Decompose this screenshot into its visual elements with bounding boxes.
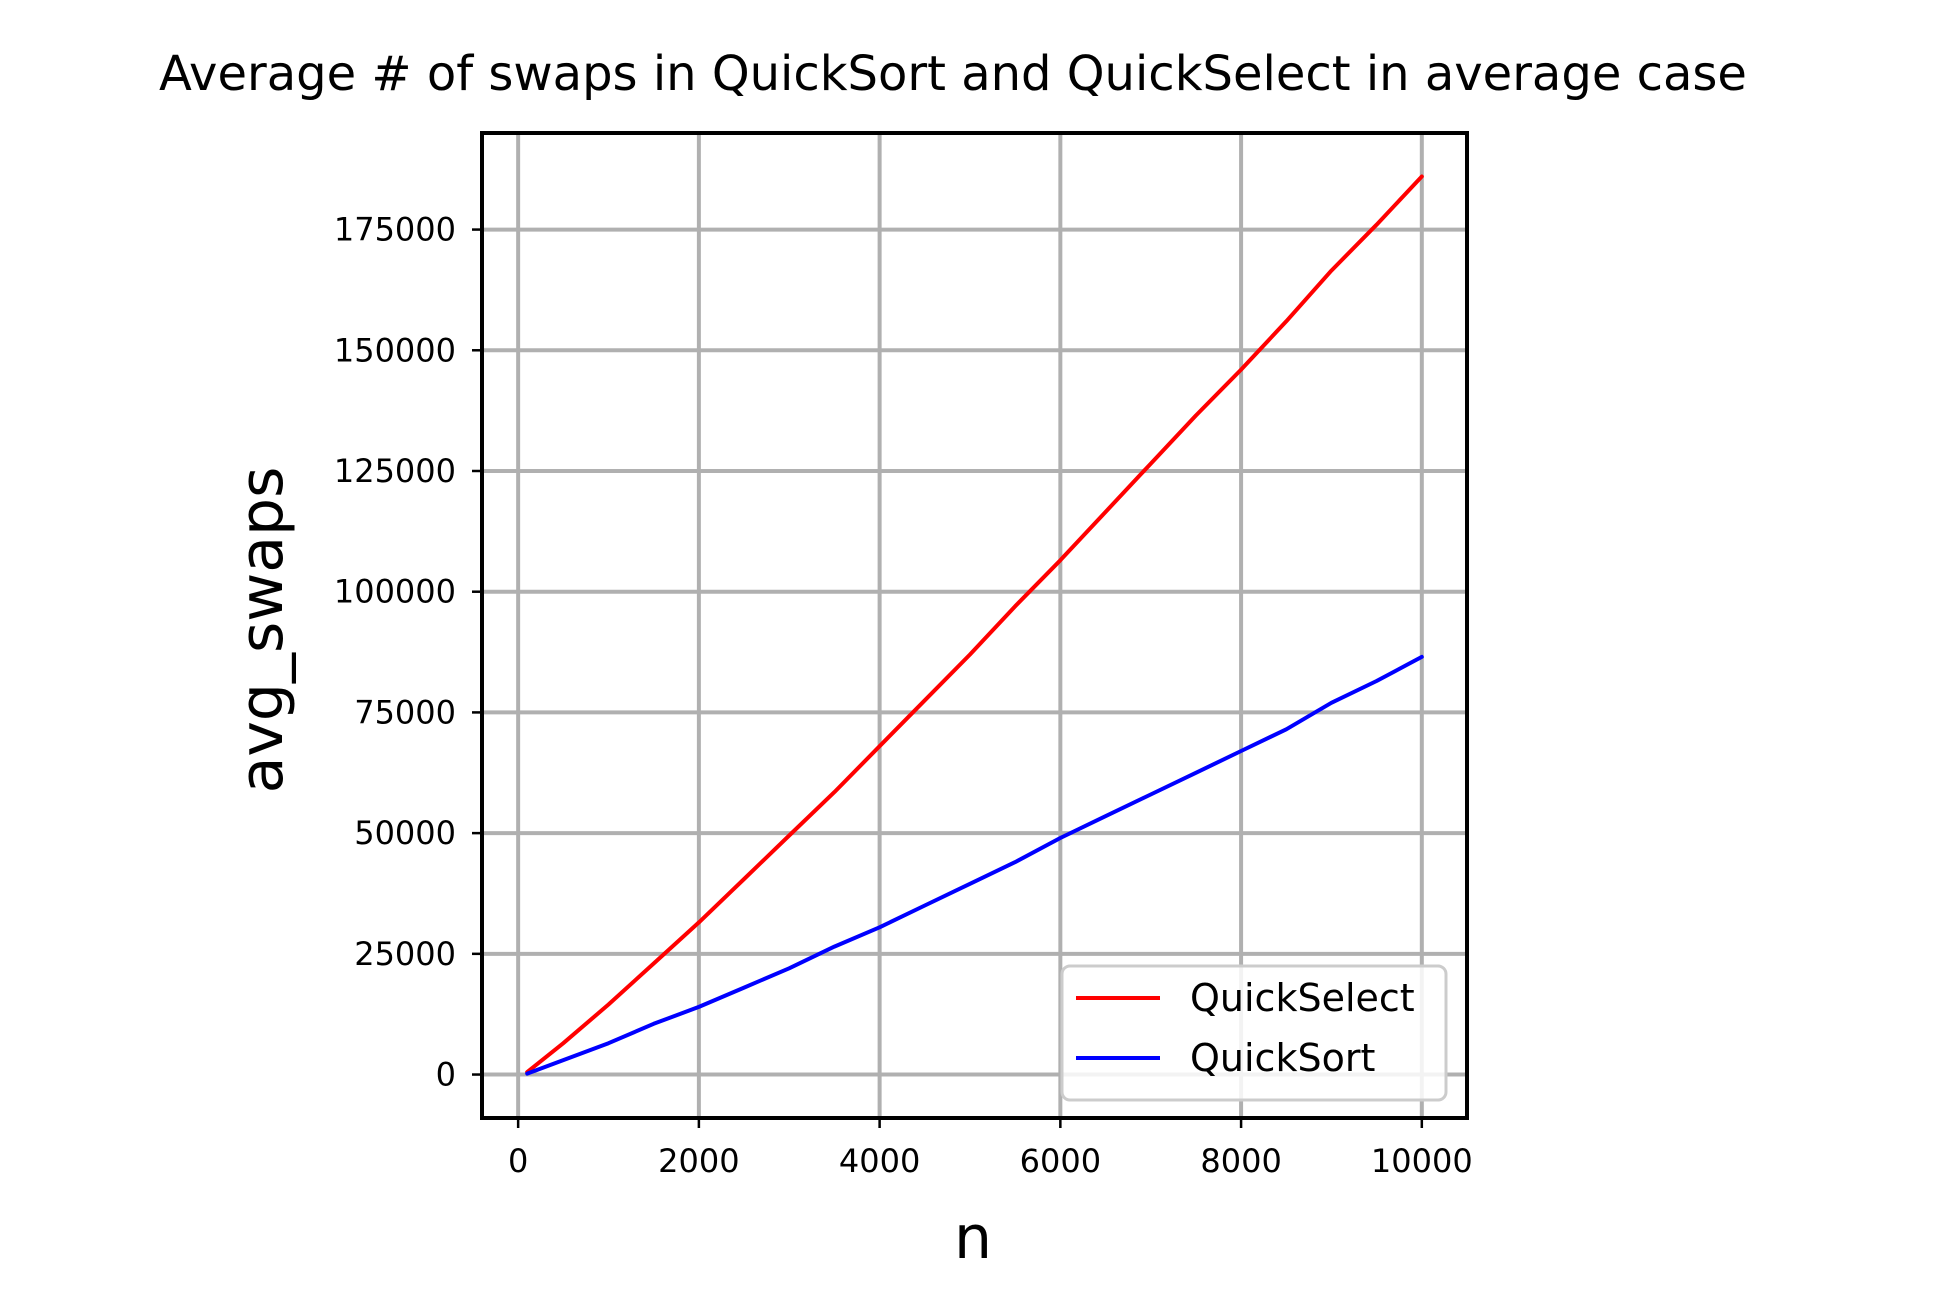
x-tick-label: 6000 xyxy=(1020,1142,1101,1180)
ticks: 0 2000 4000 6000 8000 10000025000500007500010… xyxy=(334,211,1473,1180)
legend-label-quickselect: QuickSelect xyxy=(1190,976,1415,1020)
x-axis-label: n xyxy=(954,1203,992,1273)
y-tick-label: 75000 xyxy=(354,693,456,731)
x-tick-label: 4000 xyxy=(839,1142,920,1180)
series-group xyxy=(525,174,1424,1076)
plot-frame xyxy=(480,131,1469,1120)
x-tick-label: 8000 xyxy=(1200,1142,1281,1180)
chart-title: Average # of swaps in QuickSort and Quic… xyxy=(159,46,1747,102)
series-line-quicksort xyxy=(525,654,1424,1076)
grid xyxy=(482,133,1467,1118)
x-tick-label: 0 xyxy=(508,1142,528,1180)
y-tick-label: 100000 xyxy=(334,573,456,611)
legend: QuickSelect QuickSort xyxy=(1060,964,1448,1102)
series-line-quickselect xyxy=(525,174,1424,1075)
x-tick-label: 10000 xyxy=(1371,1142,1473,1180)
x-tick-label: 2000 xyxy=(658,1142,739,1180)
y-axis-label: avg_swaps xyxy=(227,467,297,794)
y-tick-label: 150000 xyxy=(334,331,456,369)
y-tick-label: 175000 xyxy=(334,211,456,249)
y-tick-label: 125000 xyxy=(334,452,456,490)
y-tick-label: 0 xyxy=(436,1056,456,1094)
y-tick-label: 50000 xyxy=(354,814,456,852)
y-tick-label: 25000 xyxy=(354,935,456,973)
legend-label-quicksort: QuickSort xyxy=(1190,1036,1375,1080)
